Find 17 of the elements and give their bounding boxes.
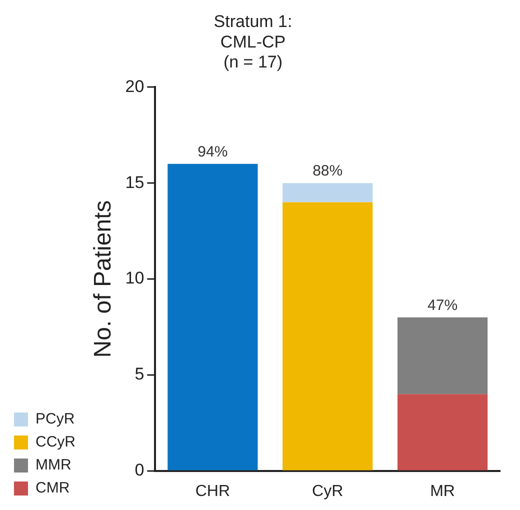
annotation: 94% xyxy=(198,144,228,161)
annotation: 88% xyxy=(312,162,343,180)
y-axis-title: No. of Patients xyxy=(90,200,117,358)
annotation: 47% xyxy=(428,297,458,314)
legend-label: CCyR xyxy=(36,434,76,451)
y-tick-label: 10 xyxy=(125,268,144,288)
x-tick-label: CyR xyxy=(312,482,344,500)
chart-title: Stratum 1: CML-CP (n = 17) xyxy=(214,12,292,72)
y-tick-label: 0 xyxy=(134,460,144,480)
y-tick-label: 15 xyxy=(125,172,144,192)
legend-label: MMR xyxy=(36,456,72,474)
y-tick-label: 20 xyxy=(125,76,144,96)
y-tick-label: 5 xyxy=(134,364,144,384)
legend-label: CMR xyxy=(36,480,70,497)
x-tick-label: CHR xyxy=(195,482,230,500)
legend-label: PCyR xyxy=(36,410,75,428)
x-tick-label: MR xyxy=(430,482,455,500)
